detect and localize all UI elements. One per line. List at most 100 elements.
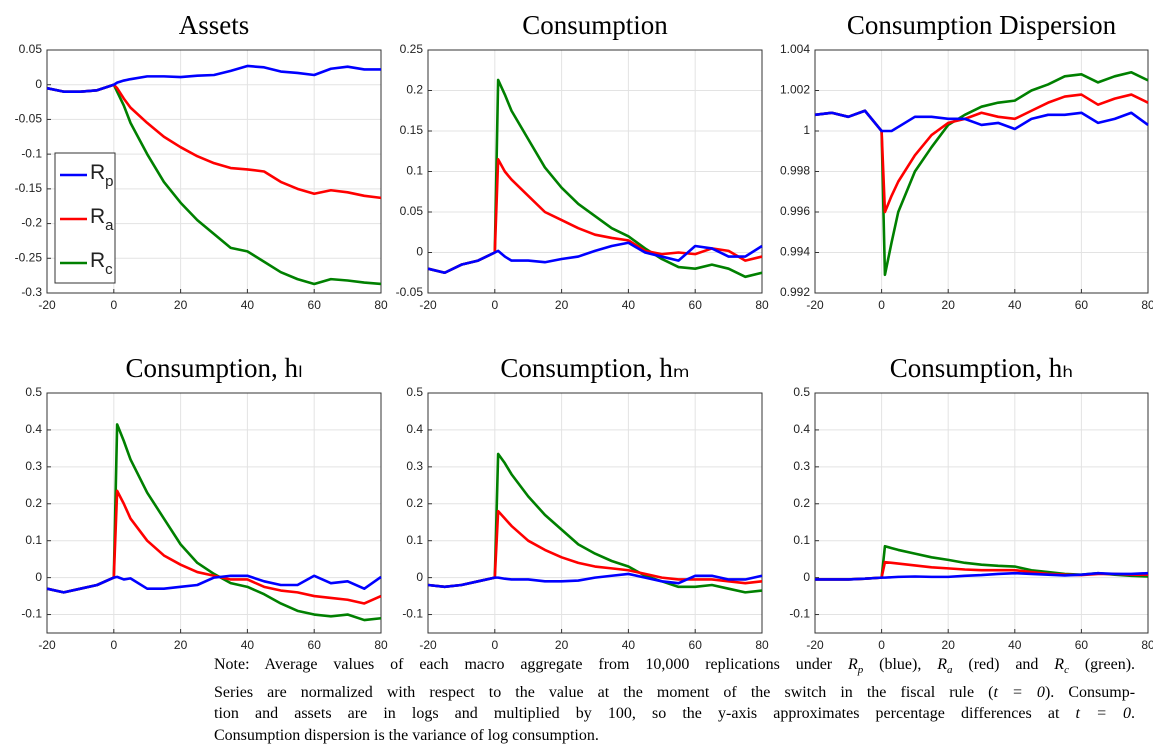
- y-tick-label: 0.2: [793, 496, 810, 510]
- note-math: t = 0: [1076, 705, 1131, 722]
- y-tick-label: 0.3: [406, 459, 423, 473]
- plot-area: [47, 393, 381, 633]
- x-tick-label: 60: [689, 298, 703, 312]
- note-line: Note: Average values of each macro aggre…: [214, 654, 1135, 682]
- axes-box: [814, 392, 1149, 634]
- y-tick-label: -0.25: [15, 250, 43, 264]
- note-line: Series are normalized with respect to th…: [214, 682, 1135, 704]
- math-symbol: R: [848, 656, 858, 673]
- y-tick-label: 0.1: [406, 533, 423, 547]
- note-math: Rc: [1054, 656, 1069, 676]
- note-math: t = 0: [994, 684, 1045, 701]
- y-tick-label: 0.994: [780, 245, 810, 259]
- math-subscript: p: [857, 664, 864, 677]
- note-math: Ra: [937, 656, 953, 677]
- x-tick-label: -20: [419, 638, 437, 650]
- legend-name: R: [90, 161, 105, 184]
- chart-title: Consumption, hₕ: [890, 353, 1073, 383]
- legend-label: Ra: [90, 205, 114, 234]
- x-tick-label: 60: [308, 638, 322, 650]
- math-symbol: R: [937, 656, 948, 673]
- y-tick-label: 1.004: [780, 42, 810, 56]
- x-tick-label: 20: [555, 298, 569, 312]
- note-text: .: [1131, 705, 1135, 723]
- x-tick-label: 40: [1008, 638, 1022, 650]
- y-tick-label: 0.15: [400, 123, 424, 137]
- legend-label: Rc: [90, 249, 113, 278]
- legend-name: R: [90, 205, 105, 228]
- x-tick-label: -20: [38, 298, 56, 312]
- x-tick-label: 0: [491, 638, 498, 650]
- y-tick-label: 0.1: [406, 164, 423, 178]
- y-tick-label: 1.002: [780, 83, 810, 97]
- y-tick-label: -0.15: [15, 181, 43, 195]
- y-tick-label: 0: [35, 77, 42, 91]
- x-tick-label: 20: [174, 298, 188, 312]
- legend-sub: c: [105, 261, 113, 278]
- note-text: Note: Average values of each macro aggre…: [214, 656, 849, 673]
- y-tick-label: -0.05: [15, 112, 43, 126]
- series-line: [814, 109, 1149, 133]
- x-tick-label: 40: [1008, 298, 1022, 312]
- note-text: ). Consump-: [1044, 683, 1136, 701]
- x-tick-label: 40: [241, 638, 255, 650]
- axes-box: [46, 392, 382, 634]
- y-tick-label: 0.5: [25, 385, 42, 399]
- series-line: [427, 241, 763, 275]
- y-tick-label: -0.1: [21, 607, 42, 621]
- y-tick-label: -0.2: [21, 216, 42, 230]
- y-tick-label: 0.998: [780, 164, 810, 178]
- x-tick-label: 60: [689, 638, 703, 650]
- x-tick-label: 80: [1141, 298, 1153, 312]
- x-tick-label: 80: [374, 298, 388, 312]
- x-tick-label: -20: [806, 298, 824, 312]
- note-text: (red) and: [952, 656, 1055, 673]
- note-text: (green).: [1068, 656, 1136, 673]
- math-subscript: a: [947, 664, 953, 677]
- y-tick-label: -0.1: [21, 146, 42, 160]
- axes-box: [46, 49, 382, 294]
- x-tick-label: 60: [1075, 638, 1089, 650]
- plot-area: [428, 393, 762, 633]
- math-symbol: t = 0: [993, 683, 1045, 701]
- chart-title: Consumption: [522, 10, 668, 40]
- x-tick-label: 40: [622, 638, 636, 650]
- note: Note: Average values of each macro aggre…: [214, 654, 1135, 744]
- x-tick-label: -20: [806, 638, 824, 650]
- y-tick-label: 0.4: [406, 422, 423, 436]
- y-tick-label: 0.996: [780, 204, 810, 218]
- chart-title: Consumption Dispersion: [847, 10, 1117, 40]
- x-tick-label: -20: [38, 638, 56, 650]
- charts: -0.3 -0.25 -0.2 -0.15 -0.1 -0.05 0 0.05 -20 0 20 40…: [15, 10, 1153, 650]
- y-tick-label: 0.2: [406, 83, 423, 97]
- series-line: [815, 571, 1149, 581]
- y-tick-label: 0: [35, 570, 42, 584]
- y-tick-label: 0.4: [793, 422, 810, 436]
- series-line: [46, 64, 381, 93]
- x-tick-label: 80: [1141, 638, 1153, 650]
- axes-box: [427, 392, 763, 634]
- x-tick-label: 0: [110, 298, 117, 312]
- legend-name: R: [90, 249, 105, 272]
- x-tick-label: 80: [374, 638, 388, 650]
- y-tick-label: 0.1: [793, 533, 810, 547]
- x-tick-label: 0: [878, 638, 885, 650]
- note-text: Series are normalized with respect to th…: [214, 683, 994, 701]
- x-tick-label: 20: [942, 298, 956, 312]
- legend-sub: p: [105, 173, 113, 190]
- y-tick-label: -0.1: [789, 607, 810, 621]
- legend-label: Rp: [90, 161, 114, 190]
- chart-title: Consumption, hₗ: [125, 353, 302, 383]
- chart-title: Consumption, hₘ: [500, 353, 689, 383]
- y-tick-label: 0.3: [793, 459, 810, 473]
- y-tick-label: -0.1: [402, 607, 423, 621]
- plot-area: [815, 393, 1148, 633]
- y-tick-label: 0.1: [25, 533, 42, 547]
- y-tick-label: 0: [416, 245, 423, 259]
- y-tick-label: 0.5: [793, 385, 810, 399]
- y-tick-label: -0.3: [21, 285, 42, 299]
- y-tick-label: 0: [416, 570, 423, 584]
- note-math: Rp: [848, 656, 864, 677]
- y-tick-label: 0.2: [406, 496, 423, 510]
